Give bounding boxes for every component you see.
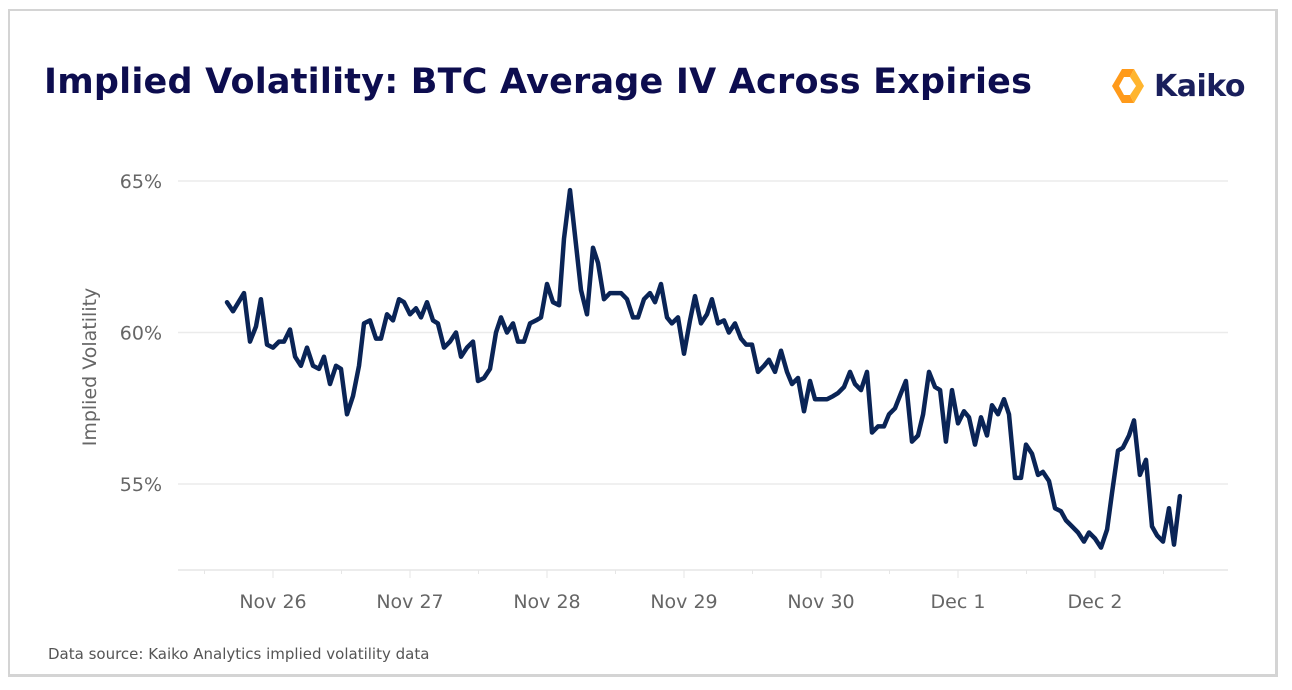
x-tick-label: Nov 29 xyxy=(650,591,717,613)
y-tick-label: 65% xyxy=(120,171,162,193)
x-tick-label: Nov 26 xyxy=(239,591,306,613)
x-tick-label: Nov 28 xyxy=(513,591,580,613)
series-line-btc-average-iv xyxy=(224,187,1183,550)
x-axis: Nov 26 Nov 27 Nov 28 Nov 29 Nov 30 Dec 1 Dec 2 xyxy=(178,569,1228,613)
y-tick-label: 60% xyxy=(120,323,162,345)
y-axis-label: Implied Volatility xyxy=(79,288,101,447)
series-layer xyxy=(224,187,1183,550)
kaiko-logo-icon xyxy=(1112,69,1144,103)
data-source-note: Data source: Kaiko Analytics implied vol… xyxy=(48,645,430,663)
kaiko-logo-text: Kaiko xyxy=(1154,68,1246,104)
x-tick-label: Nov 27 xyxy=(376,591,443,613)
chart-frame xyxy=(8,9,1278,677)
kaiko-logo: Kaiko xyxy=(1108,64,1246,108)
chart-title: Implied Volatility: BTC Average IV Acros… xyxy=(44,62,1033,102)
y-tick-label: 55% xyxy=(120,474,162,496)
x-tick-label: Nov 30 xyxy=(787,591,854,613)
x-tick-label: Dec 1 xyxy=(931,591,986,613)
x-tick-label: Dec 2 xyxy=(1068,591,1123,613)
y-axis-ticks: 55% 60% 65% xyxy=(120,171,162,496)
grid-lines xyxy=(178,180,1228,485)
